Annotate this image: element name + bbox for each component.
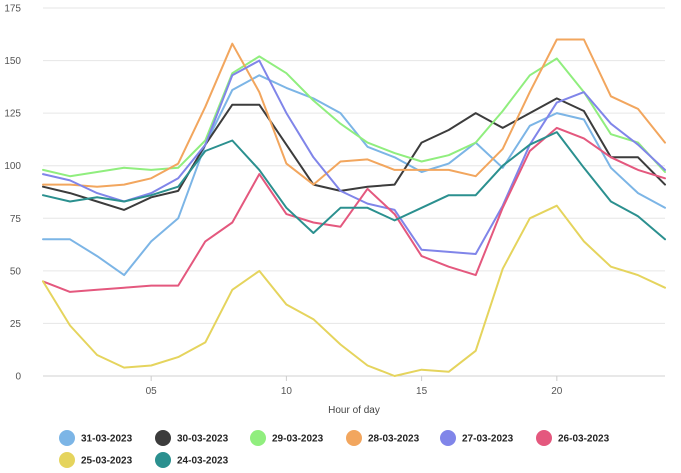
legend-label: 29-03-2023 <box>272 434 324 445</box>
series-line-25-03-2023 <box>42 204 666 377</box>
y-tick-label: 150 <box>4 56 21 67</box>
legend-item[interactable]: 26-03-2023 <box>536 430 610 446</box>
x-axis-title: Hour of day <box>328 405 380 416</box>
y-tick-label: 50 <box>10 266 22 277</box>
series-line-31-03-2023 <box>42 74 666 277</box>
x-tick-label: 05 <box>146 386 158 397</box>
legend-label: 26-03-2023 <box>558 434 610 445</box>
legend-item[interactable]: 29-03-2023 <box>250 430 324 446</box>
legend-swatch <box>440 430 456 446</box>
x-axis: 05 10 15 20 <box>146 376 563 397</box>
x-tick-label: 15 <box>416 386 428 397</box>
legend-label: 28-03-2023 <box>368 434 420 445</box>
y-tick-label: 125 <box>4 109 21 120</box>
legend-item[interactable]: 28-03-2023 <box>346 430 420 446</box>
legend-swatch <box>59 452 75 468</box>
legend-label: 31-03-2023 <box>81 434 133 445</box>
series-lines <box>42 38 666 377</box>
series-line-29-03-2023 <box>42 55 666 178</box>
y-tick-label: 75 <box>10 214 22 225</box>
legend-swatch <box>155 452 171 468</box>
legend-swatch <box>346 430 362 446</box>
legend-item[interactable]: 27-03-2023 <box>440 430 514 446</box>
legend-swatch <box>155 430 171 446</box>
x-tick-label: 20 <box>551 386 563 397</box>
x-tick-label: 10 <box>281 386 293 397</box>
legend-item[interactable]: 24-03-2023 <box>155 452 229 468</box>
legend-label: 24-03-2023 <box>177 456 229 467</box>
y-tick-label: 175 <box>4 4 21 15</box>
y-tick-label: 25 <box>10 319 22 330</box>
legend-label: 27-03-2023 <box>462 434 514 445</box>
legend-swatch <box>536 430 552 446</box>
legend-swatch <box>59 430 75 446</box>
series-line-24-03-2023 <box>42 131 666 241</box>
legend-label: 30-03-2023 <box>177 434 229 445</box>
legend: 31-03-2023 30-03-2023 29-03-2023 28-03-2023… <box>59 430 610 468</box>
y-tick-label: 100 <box>4 161 21 172</box>
legend-item[interactable]: 30-03-2023 <box>155 430 229 446</box>
grid-lines <box>43 7 665 377</box>
legend-label: 25-03-2023 <box>81 456 133 467</box>
y-axis: 0 25 50 75 100 125 150 175 <box>4 4 21 383</box>
y-tick-label: 0 <box>15 372 21 383</box>
series-line-28-03-2023 <box>42 38 666 188</box>
legend-swatch <box>250 430 266 446</box>
legend-item[interactable]: 25-03-2023 <box>59 452 133 468</box>
series-line-27-03-2023 <box>42 59 666 255</box>
legend-item[interactable]: 31-03-2023 <box>59 430 133 446</box>
series-line-30-03-2023 <box>42 97 666 211</box>
